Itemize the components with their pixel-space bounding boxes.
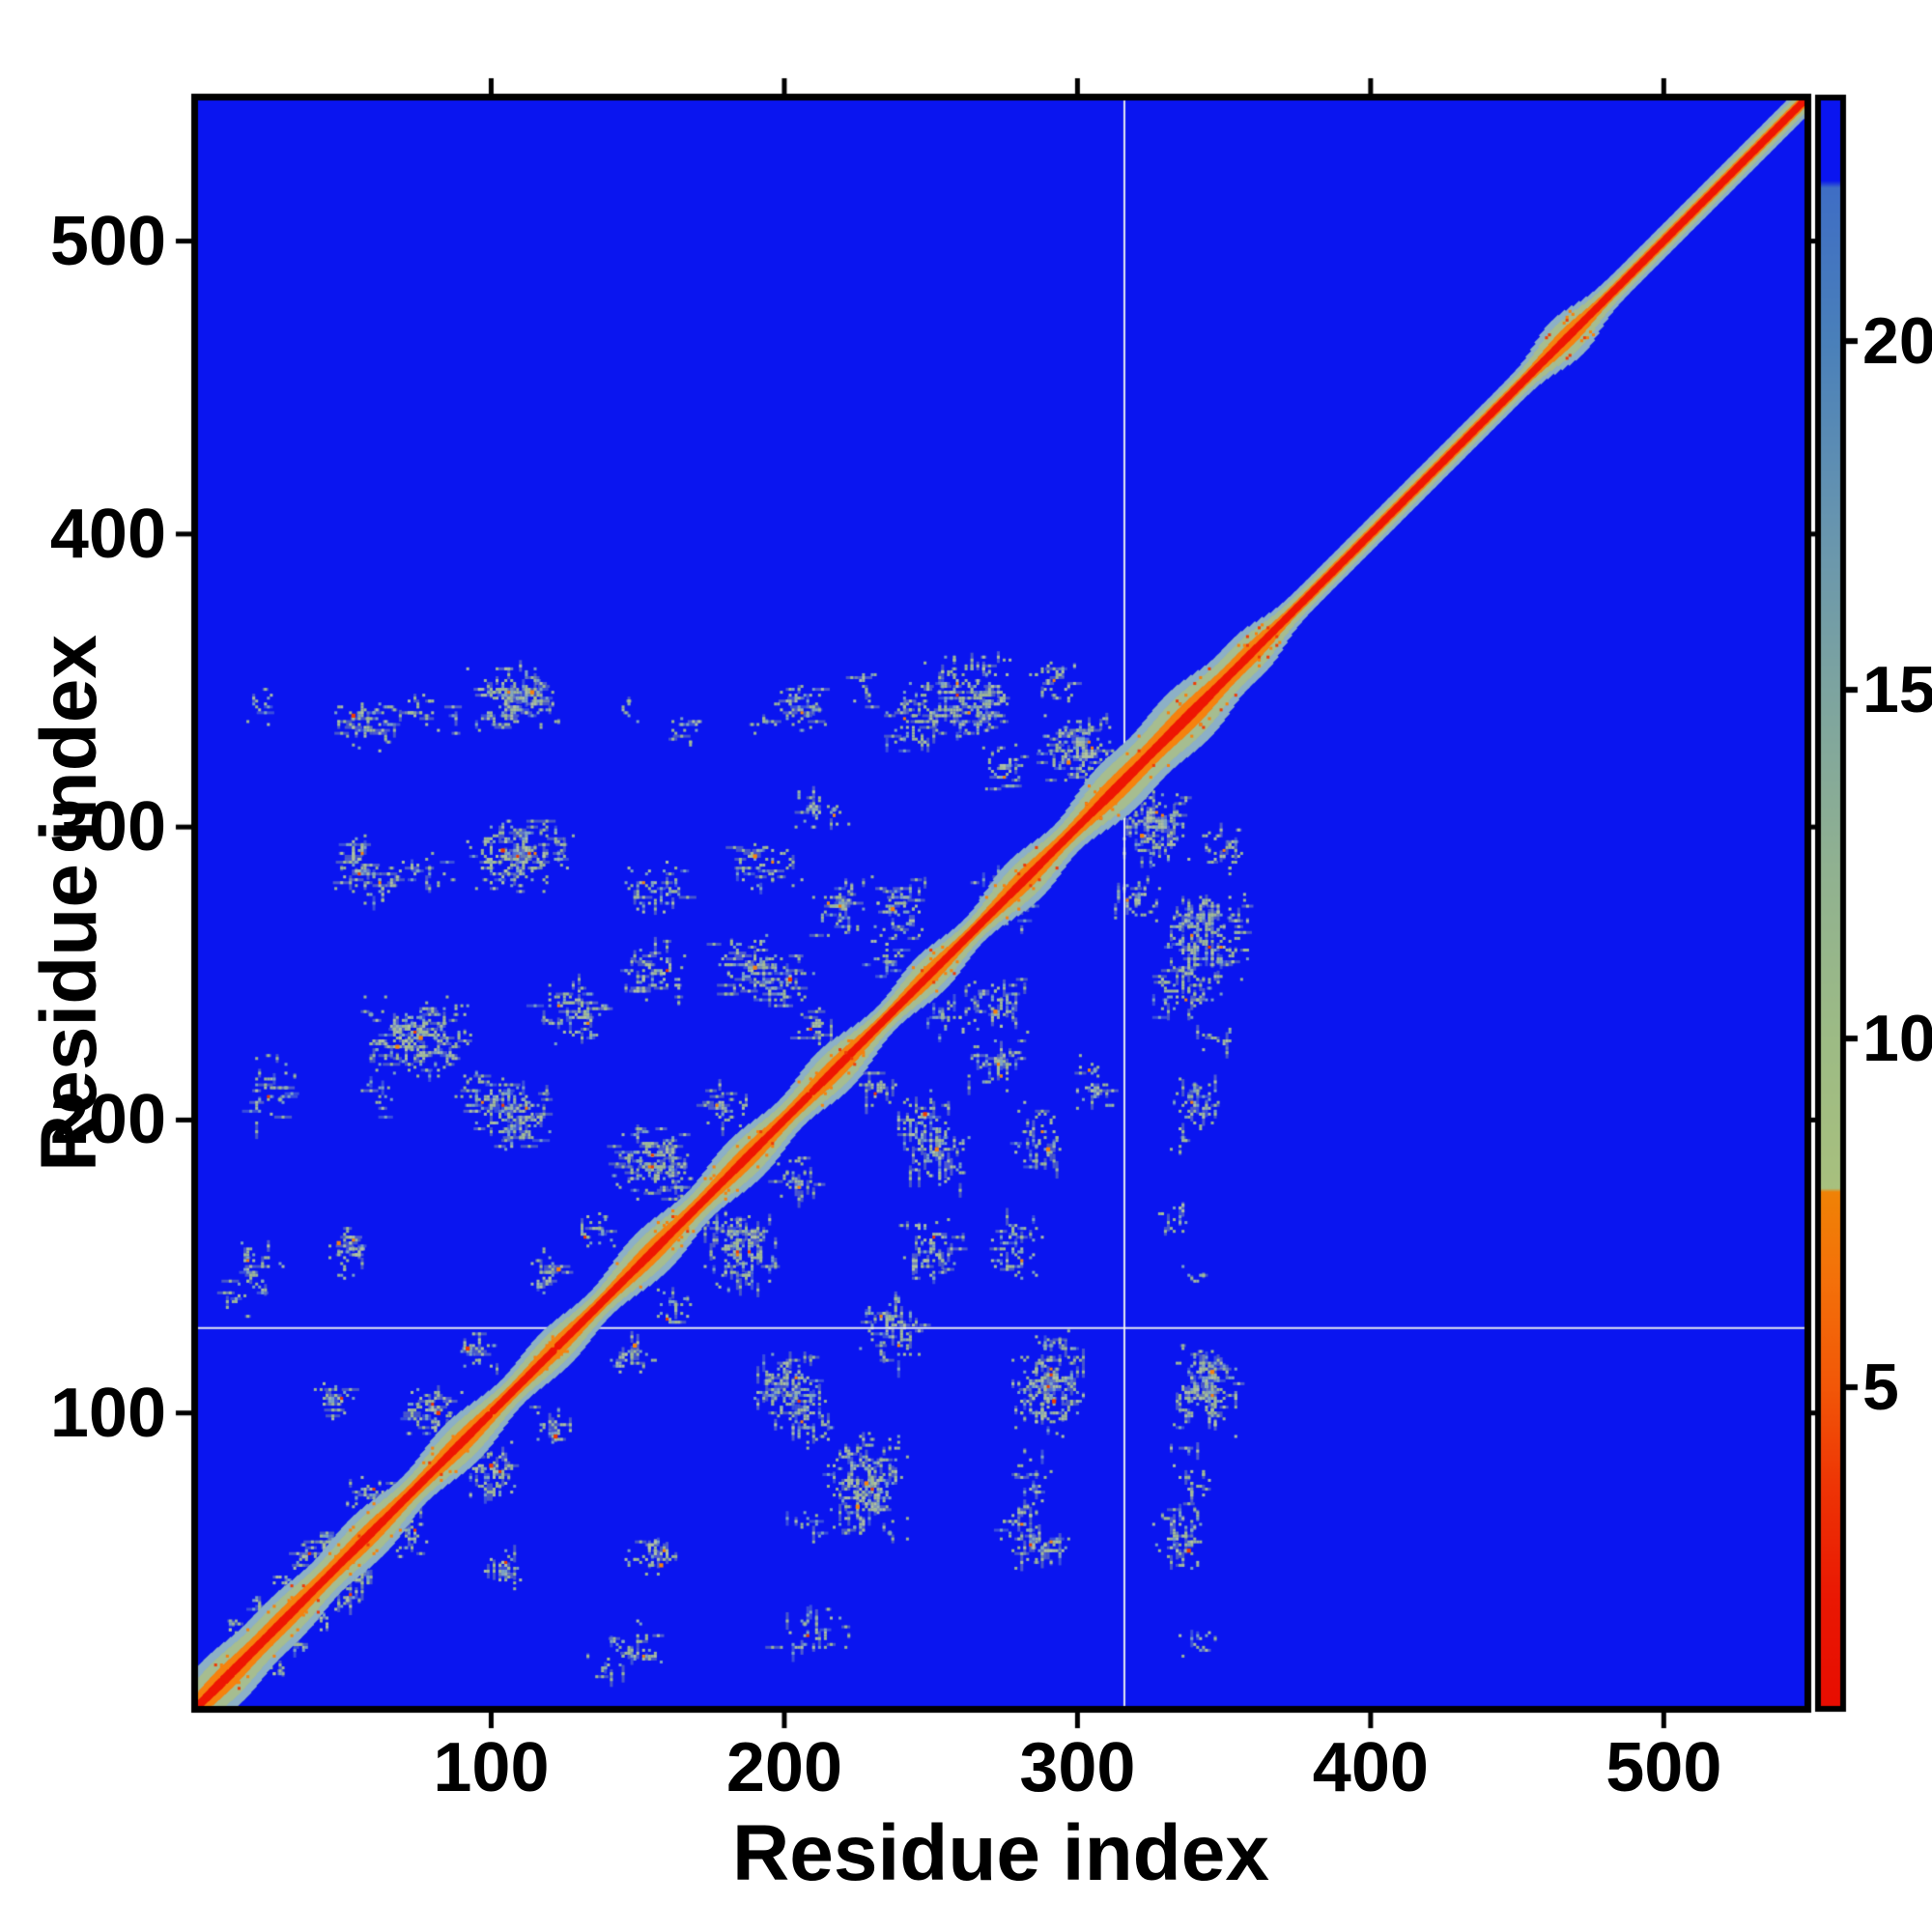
- x-tick-label: 200: [725, 1729, 842, 1806]
- x-tick-label: 300: [1019, 1729, 1136, 1806]
- y-tick-label: 400: [49, 495, 166, 573]
- x-tick-label: 400: [1312, 1729, 1429, 1806]
- y-tick-label: 100: [49, 1374, 166, 1452]
- y-tick-label: 200: [49, 1081, 166, 1159]
- colorbar-tick-label: 15: [1862, 653, 1932, 727]
- x-tick-label: 100: [433, 1729, 550, 1806]
- colorbar-tick-label: 5: [1862, 1350, 1899, 1425]
- y-tick-label: 500: [49, 202, 166, 280]
- x-tick-label: 500: [1605, 1729, 1722, 1806]
- y-tick-label: 300: [49, 788, 166, 867]
- x-axis-label: Residue index: [732, 1809, 1269, 1897]
- colorbar-tick-label: 10: [1862, 1002, 1932, 1076]
- colorbar-tick-label: 20: [1862, 304, 1932, 379]
